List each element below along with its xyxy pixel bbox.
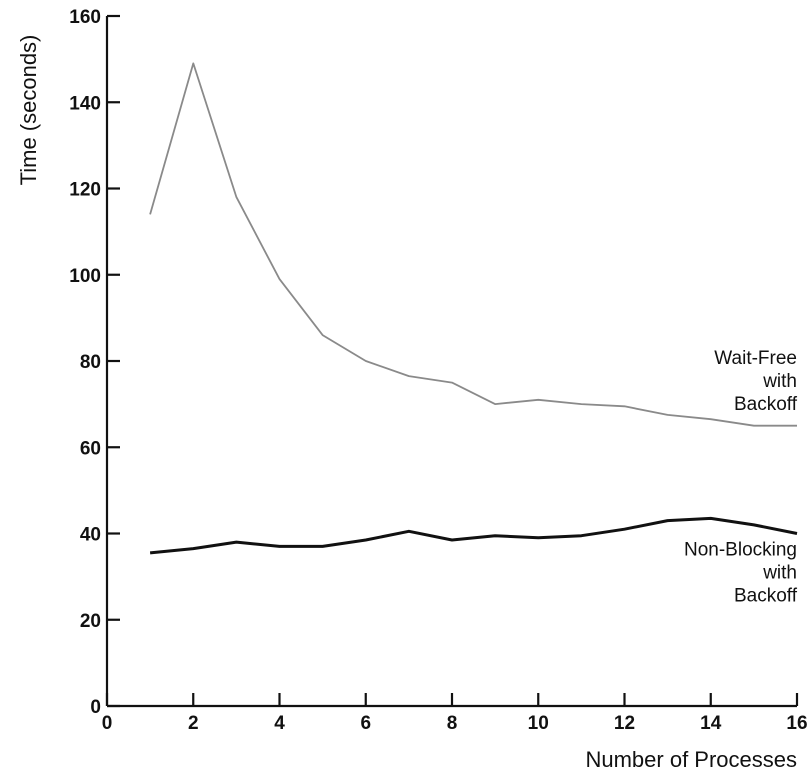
series-label-line: with (762, 371, 797, 392)
series-label-line: Wait-Free (714, 348, 797, 369)
y-tick-label: 120 (69, 180, 101, 201)
x-tick-label: 12 (614, 713, 635, 734)
x-axis-title: Number of Processes (585, 747, 797, 772)
series-labels: Wait-FreewithBackoffNon-BlockingwithBack… (684, 348, 798, 607)
x-tick-label: 10 (528, 713, 549, 734)
y-axis-title: Time (seconds) (16, 35, 41, 186)
ticks: 0 20 40 60 80 100 120 140 160 0 2 4 6 8 10 12 14 16 (69, 7, 807, 734)
x-tick-label: 0 (102, 713, 113, 734)
series-label-line: Backoff (734, 586, 798, 607)
y-tick-label: 100 (69, 266, 101, 287)
y-tick-label: 20 (80, 611, 101, 632)
y-tick-label: 40 (80, 525, 101, 546)
y-tick-label: 0 (90, 697, 101, 718)
x-tick-label: 8 (447, 713, 458, 734)
series-label-line: Non-Blocking (684, 540, 797, 561)
x-tick-label: 2 (188, 713, 199, 734)
y-tick-label: 160 (69, 7, 101, 28)
series-lines (149, 62, 798, 555)
series-line-non-blocking (149, 516, 798, 555)
y-tick-label: 60 (80, 438, 101, 459)
series-label-line: Backoff (734, 394, 798, 415)
x-tick-label: 6 (360, 713, 371, 734)
y-tick-label: 140 (69, 93, 101, 114)
x-tick-label: 4 (274, 713, 285, 734)
x-tick-label: 14 (700, 713, 722, 734)
series-line-wait-free (149, 62, 797, 427)
y-tick-label: 80 (80, 352, 101, 373)
x-tick-label: 16 (786, 713, 807, 734)
series-label-line: with (762, 563, 797, 584)
